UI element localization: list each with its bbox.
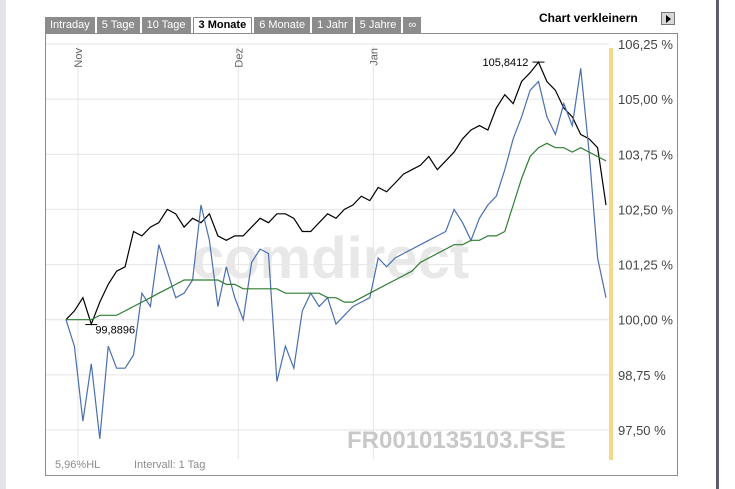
y-tick-label: 97,50 % bbox=[618, 423, 666, 438]
chart-shrink-label[interactable]: Chart verkleinern bbox=[539, 11, 638, 25]
tab-0[interactable]: Intraday bbox=[45, 17, 95, 33]
left-window-edge bbox=[0, 0, 6, 489]
tab-baseline bbox=[45, 33, 678, 34]
series-green bbox=[66, 142, 607, 321]
month-label: Jan bbox=[368, 48, 380, 66]
y-tick-label: 100,00 % bbox=[618, 313, 673, 328]
period-tabs: Intraday 5 Tage 10 Tage 3 Monate 6 Monate 1 J… bbox=[45, 17, 423, 33]
right-window-edge bbox=[716, 0, 719, 489]
y-axis-bar bbox=[609, 48, 613, 460]
tab-6[interactable]: 5 Jahre bbox=[354, 17, 402, 33]
chart-grid bbox=[46, 43, 609, 459]
tab-5[interactable]: 1 Jahr bbox=[312, 17, 353, 33]
month-label: Dez bbox=[233, 48, 245, 68]
isin-label: FR0010135103.FSE bbox=[347, 427, 566, 454]
chart-frame bbox=[45, 34, 678, 476]
month-label: Nov bbox=[73, 48, 85, 68]
y-tick-label: 106,25 % bbox=[618, 37, 673, 52]
footer-interval: Intervall: 1 Tag bbox=[134, 459, 206, 471]
series-black bbox=[65, 60, 607, 326]
chart-lines bbox=[65, 60, 607, 439]
y-tick-labels: 106,25 % 105,00 % 103,75 % 102,50 % 101,25 %… bbox=[618, 37, 673, 438]
watermark-text: comdirect bbox=[192, 226, 469, 291]
tab-2[interactable]: 10 Tage bbox=[141, 17, 191, 33]
tab-7[interactable]: ∞ bbox=[403, 17, 422, 33]
y-tick-label: 98,75 % bbox=[618, 368, 666, 383]
annotation-label: 105,8412 bbox=[483, 57, 529, 69]
series-blue bbox=[65, 68, 607, 439]
tab-4[interactable]: 6 Monate bbox=[254, 17, 311, 33]
y-tick-label: 103,75 % bbox=[618, 147, 673, 162]
chart-annotations: 105,8412 99,8896 bbox=[85, 57, 545, 337]
footer-range: 5,96%HL bbox=[55, 459, 101, 471]
y-tick-label: 102,50 % bbox=[618, 202, 673, 217]
y-tick-label: 101,25 % bbox=[618, 258, 673, 273]
y-tick-label: 105,00 % bbox=[618, 92, 673, 107]
tab-3[interactable]: 3 Monate bbox=[192, 17, 253, 33]
tab-1[interactable]: 5 Tage bbox=[96, 17, 140, 33]
month-labels: Nov Dez Jan bbox=[73, 48, 380, 68]
chart-shrink-arrow-icon[interactable] bbox=[661, 12, 675, 25]
annotation-label: 99,8896 bbox=[95, 325, 135, 337]
